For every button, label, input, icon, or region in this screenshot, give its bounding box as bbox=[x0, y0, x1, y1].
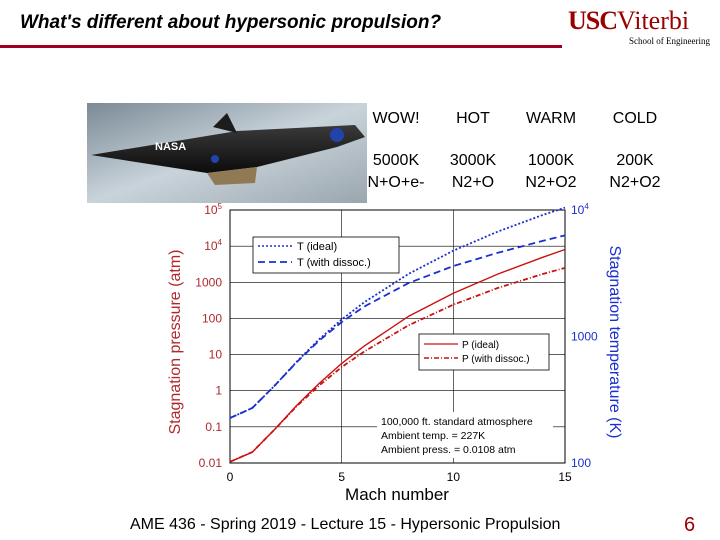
condition-label-hot: HOT bbox=[456, 110, 490, 127]
x-tick-label: 0 bbox=[227, 470, 234, 484]
legend-temperature: T (ideal) T (with dissoc.) bbox=[252, 236, 400, 274]
page-number: 6 bbox=[684, 514, 696, 536]
condition-species-cold: N2+O2 bbox=[609, 174, 661, 191]
y-left-tick-label: 100 bbox=[202, 311, 222, 325]
y-left-axis-title: Stagnation pressure (atm) bbox=[167, 250, 184, 435]
series-p-dissoc-line bbox=[229, 267, 566, 463]
usc-viterbi-logo: USCViterbi School of Engineering bbox=[568, 6, 714, 46]
y-right-axis-title: Stagnation temperature (K) bbox=[606, 246, 623, 439]
y-right-tick-label: 104 bbox=[571, 202, 589, 217]
aircraft-label: NASA bbox=[155, 141, 186, 153]
x-tick-label: 5 bbox=[338, 470, 345, 484]
logo-usc: USC bbox=[568, 6, 618, 35]
x-tick-label: 15 bbox=[558, 470, 572, 484]
legend-t-dissoc-label: T (with dissoc.) bbox=[297, 257, 371, 269]
y-left-tick-label: 105 bbox=[204, 202, 222, 217]
x-tick-label: 10 bbox=[447, 470, 461, 484]
condition-label-warm: WARM bbox=[525, 110, 577, 127]
y-left-tick-label: 104 bbox=[204, 238, 222, 253]
y-left-tick-label: 0.1 bbox=[205, 420, 222, 434]
condition-species-wow: N+O+e- bbox=[367, 174, 425, 191]
legend-p-dissoc-label: P (with dissoc.) bbox=[462, 354, 530, 365]
series-p-ideal-line bbox=[229, 248, 566, 463]
logo-viterbi: Viterbi bbox=[617, 6, 690, 35]
y-right-tick-label: 1000 bbox=[571, 330, 598, 344]
condition-species-warm: N2+O2 bbox=[525, 174, 577, 191]
condition-temp-hot: 3000K bbox=[449, 152, 497, 169]
y-left-tick-label: 0.01 bbox=[199, 456, 223, 470]
series-t-dissoc-line bbox=[229, 234, 566, 419]
condition-label-cold: COLD bbox=[612, 110, 658, 127]
condition-temp-warm: 1000K bbox=[527, 152, 575, 169]
series-t-ideal-line bbox=[229, 206, 566, 419]
annotation-line-2: Ambient temp. = 227K bbox=[381, 430, 485, 442]
slide-title: What's different about hypersonic propul… bbox=[20, 12, 442, 33]
x43-aircraft-image: NASA bbox=[87, 103, 367, 203]
annotation-box bbox=[377, 412, 553, 458]
y-left-tick-label: 1000 bbox=[195, 275, 222, 289]
annotation-line-1: 100,000 ft. standard atmosphere bbox=[381, 416, 533, 428]
legend-p-ideal-label: P (ideal) bbox=[462, 340, 499, 351]
y-right-tick-label: 100 bbox=[571, 456, 591, 470]
annotation-line-3: Ambient press. = 0.0108 atm bbox=[381, 444, 516, 456]
condition-species-hot: N2+O bbox=[451, 174, 495, 191]
y-left-tick-label: 1 bbox=[215, 384, 222, 398]
condition-temp-wow: 5000K bbox=[372, 152, 420, 169]
legend-t-ideal-label: T (ideal) bbox=[297, 241, 337, 253]
condition-label-wow: WOW! bbox=[372, 110, 420, 127]
footer-text: AME 436 - Spring 2019 - Lecture 15 - Hyp… bbox=[130, 516, 561, 533]
x-axis-title: Mach number bbox=[345, 485, 449, 504]
y-left-tick-label: 10 bbox=[209, 348, 223, 362]
condition-temp-cold: 200K bbox=[616, 152, 654, 169]
legend-pressure: P (ideal) P (with dissoc.) bbox=[418, 333, 550, 371]
plot-frame bbox=[229, 209, 566, 464]
title-rule bbox=[0, 45, 562, 48]
logo-subtitle: School of Engineering bbox=[629, 36, 710, 46]
